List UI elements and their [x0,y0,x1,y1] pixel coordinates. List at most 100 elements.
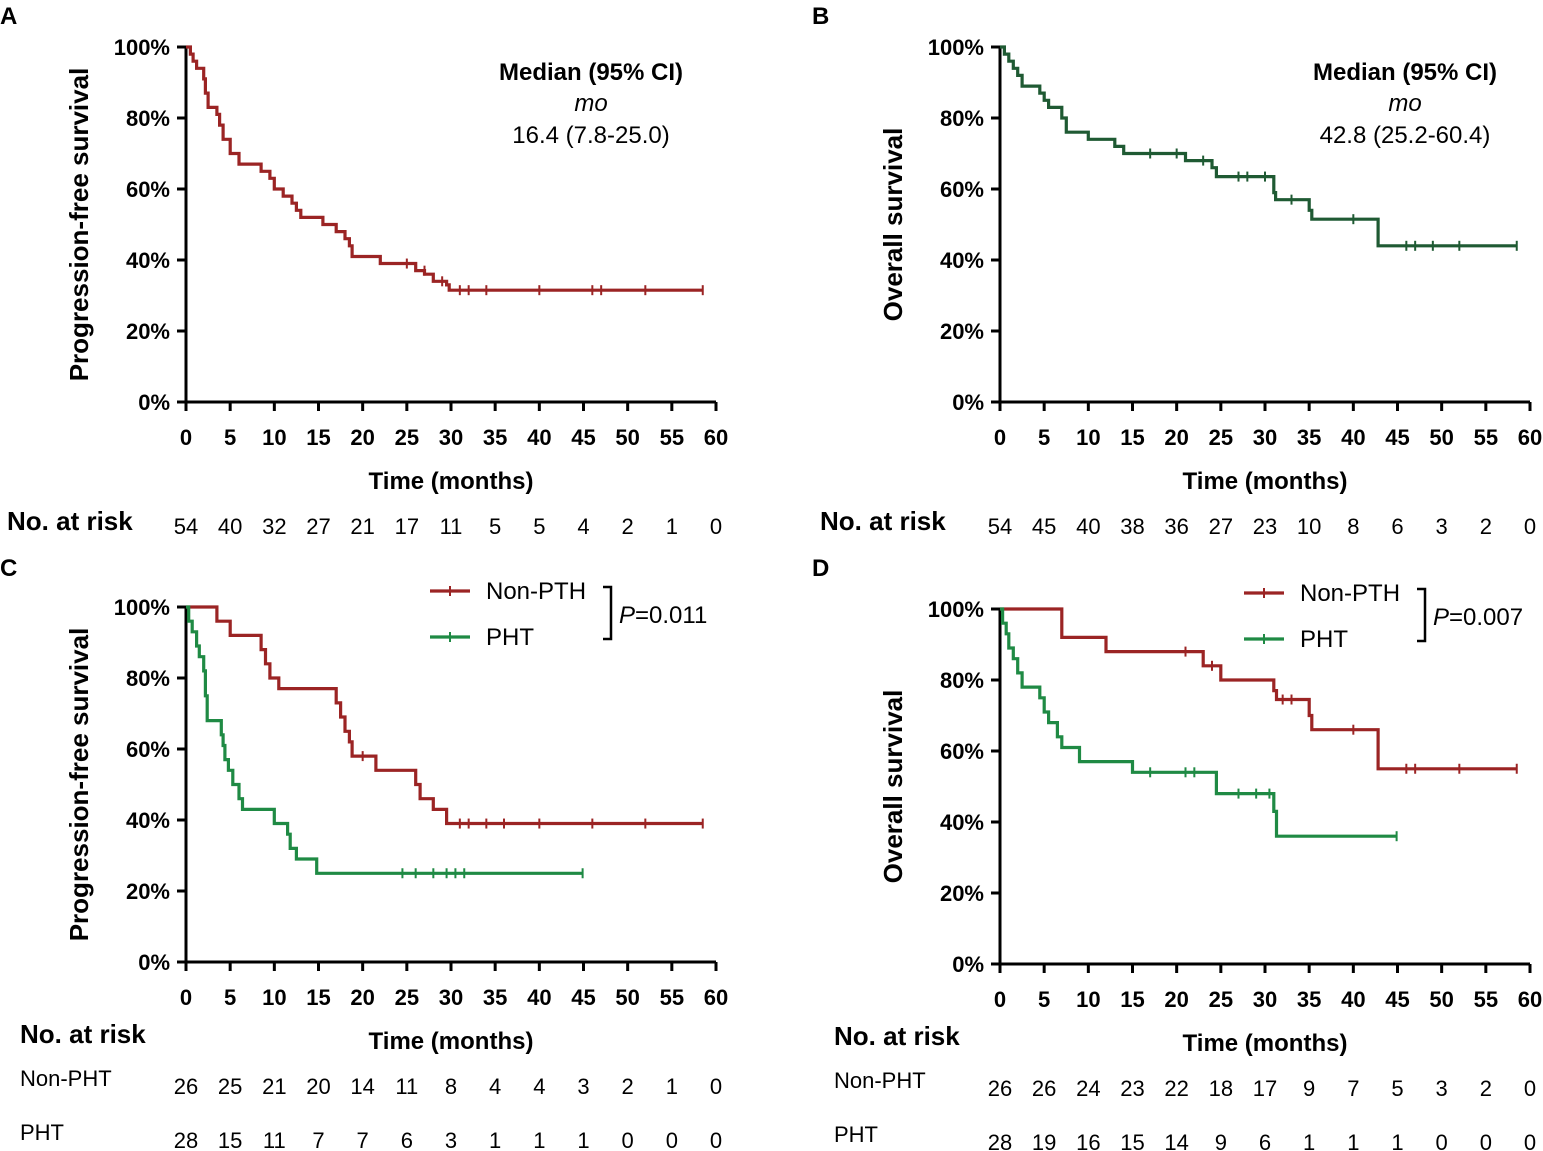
y-tick-label: 100% [114,595,170,620]
risk-count: 27 [306,514,330,539]
y-tick-label: 80% [940,668,984,693]
risk-count: 9 [1215,1130,1227,1151]
y-tick-label: 100% [928,35,984,60]
risk-table-title: No. at risk [820,506,946,536]
median-unit: mo [1388,90,1421,117]
median-value: 42.8 (25.2-60.4) [1320,122,1491,149]
y-tick-label: 40% [126,808,170,833]
pvalue-value: =0.011 [635,602,707,629]
risk-count: 1 [577,1128,589,1151]
risk-count: 0 [622,1128,634,1151]
risk-count: 18 [1209,1076,1233,1101]
survival-curve-non-pth [1000,607,1517,771]
survival-curve-pht [1000,607,1397,838]
x-tick-label: 0 [994,987,1006,1012]
y-tick-label: 40% [126,248,170,273]
risk-count: 3 [445,1128,457,1151]
x-tick-label: 15 [306,425,330,450]
risk-count: 2 [1480,1076,1492,1101]
median-value: 16.4 (7.8-25.0) [512,122,669,149]
risk-count: 5 [489,514,501,539]
x-tick-label: 10 [1076,987,1100,1012]
panel-letter: C [0,555,17,582]
y-tick-label: 20% [940,881,984,906]
y-tick-label: 0% [952,390,984,415]
x-tick-label: 5 [1038,425,1050,450]
risk-count: 16 [1076,1130,1100,1151]
x-tick-label: 10 [262,985,286,1010]
risk-count: 7 [1347,1076,1359,1101]
risk-count: 5 [533,514,545,539]
risk-count: 14 [350,1074,374,1099]
x-tick-label: 30 [1253,425,1277,450]
risk-count: 1 [666,1074,678,1099]
risk-count: 6 [401,1128,413,1151]
pvalue-prefix: P [1433,604,1449,631]
survival-curve-non-pth [186,605,703,826]
risk-count: 1 [533,1128,545,1151]
y-tick-label: 80% [126,666,170,691]
risk-count: 11 [440,514,463,539]
x-tick-label: 0 [994,425,1006,450]
y-axis-title: Progression-free survival [64,628,94,942]
x-tick-label: 15 [1120,425,1144,450]
risk-count: 0 [710,1128,722,1151]
risk-count: 1 [1391,1130,1403,1151]
panel-a: A0%20%40%60%80%100%0 5 10 15 20 25 30 35 40 45 50 5… [0,3,728,539]
risk-count: 23 [1253,514,1277,539]
risk-count: 0 [666,1128,678,1151]
x-tick-label: 50 [615,425,639,450]
panel-letter: D [812,555,829,582]
risk-count: 6 [1259,1130,1271,1151]
pvalue-label: P=0.007 [1433,604,1523,631]
risk-count: 2 [622,514,634,539]
y-axis-title: Overall survival [878,690,908,884]
x-tick-label: 60 [1518,425,1542,450]
risk-count: 45 [1032,514,1056,539]
risk-count: 10 [1297,514,1321,539]
risk-count: 26 [174,1074,198,1099]
x-tick-label: 0 [180,985,192,1010]
x-tick-label: 20 [1164,987,1188,1012]
y-tick-label: 20% [126,879,170,904]
x-tick-label: 60 [704,425,728,450]
panel-c: C0%20%40%60%80%100%0 5 10 15 20 25 30 35 40 45 50 5… [0,555,728,1151]
risk-count: 11 [263,1128,286,1151]
x-tick-label: 30 [1253,987,1277,1012]
median-header: Median (95% CI) [1313,59,1497,86]
risk-count: 15 [1120,1130,1144,1151]
risk-count: 32 [262,514,286,539]
x-tick-label: 40 [527,985,551,1010]
x-axis-title: Time (months) [369,468,534,495]
y-axis-title: Progression-free survival [64,68,94,382]
x-tick-label: 55 [660,425,684,450]
risk-count: 28 [988,1130,1012,1151]
x-tick-label: 45 [1385,425,1409,450]
x-tick-label: 10 [1076,425,1100,450]
risk-count: 28 [174,1128,198,1151]
x-tick-label: 55 [660,985,684,1010]
y-tick-label: 60% [126,177,170,202]
x-tick-label: 15 [1120,987,1144,1012]
y-tick-label: 100% [928,597,984,622]
x-axis-title: Time (months) [369,1028,534,1055]
y-tick-label: 20% [940,319,984,344]
risk-count: 54 [174,514,198,539]
risk-count: 26 [988,1076,1012,1101]
x-tick-label: 5 [224,985,236,1010]
x-tick-label: 35 [1297,987,1321,1012]
risk-count: 24 [1076,1076,1100,1101]
legend-label-pht: PHT [1300,626,1348,653]
x-tick-label: 20 [350,425,374,450]
y-axis-title: Overall survival [878,128,908,322]
risk-count: 19 [1032,1130,1056,1151]
risk-count: 26 [1032,1076,1056,1101]
y-tick-label: 40% [940,248,984,273]
risk-count: 17 [1253,1076,1277,1101]
risk-row-label: PHT [20,1120,64,1145]
x-tick-label: 50 [1429,987,1453,1012]
y-tick-label: 0% [138,950,170,975]
risk-count: 8 [445,1074,457,1099]
x-tick-label: 35 [1297,425,1321,450]
